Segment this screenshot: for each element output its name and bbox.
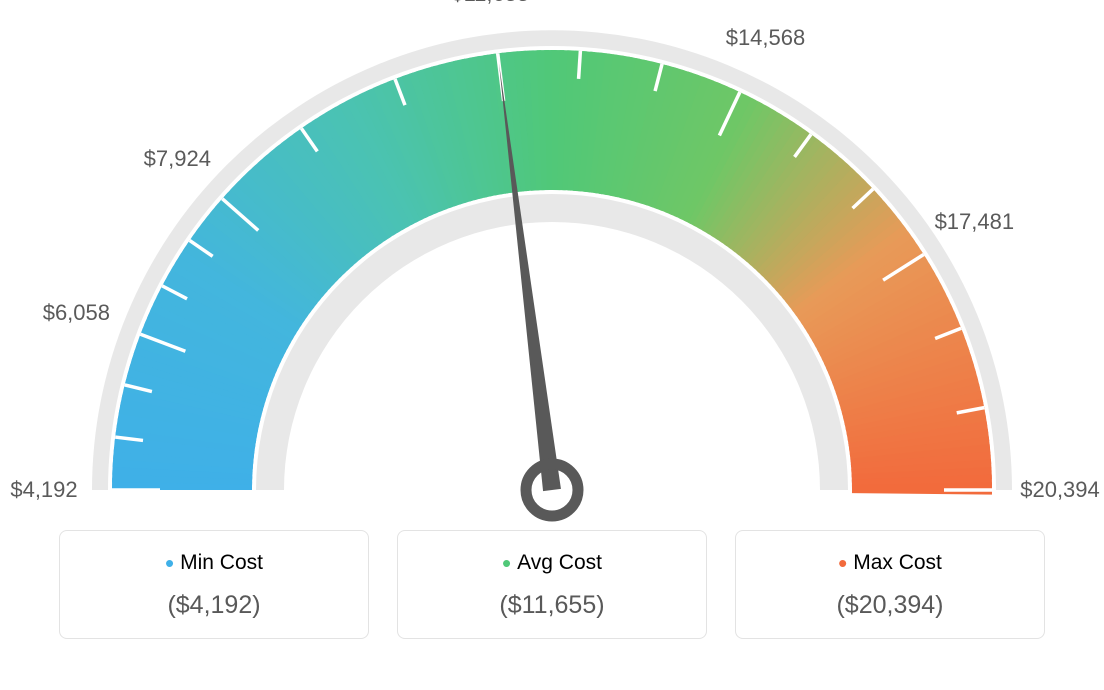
- gauge-tick-label: $11,655: [451, 0, 529, 7]
- legend-title-text: Min Cost: [180, 551, 263, 574]
- dot-icon: •: [165, 548, 174, 578]
- dot-icon: •: [838, 548, 847, 578]
- legend-value-avg: ($11,655): [408, 591, 696, 620]
- legend-title-text: Max Cost: [853, 551, 942, 574]
- gauge-tick-label: $4,192: [10, 477, 77, 503]
- legend-card-max: • Max Cost ($20,394): [735, 530, 1045, 639]
- legend-value-max: ($20,394): [746, 591, 1034, 620]
- legend-title-min: • Min Cost: [70, 551, 358, 575]
- legend-card-min: • Min Cost ($4,192): [59, 530, 369, 639]
- gauge-tick-label: $17,481: [935, 209, 1015, 235]
- cost-gauge: $4,192 $6,058 $7,924 $11,655 $14,568 $17,481 $…: [0, 0, 1104, 530]
- legend-title-avg: • Avg Cost: [408, 551, 696, 575]
- gauge-svg: [0, 0, 1104, 530]
- legend-title-text: Avg Cost: [517, 551, 602, 574]
- legend: • Min Cost ($4,192) • Avg Cost ($11,655) •…: [0, 530, 1104, 639]
- dot-icon: •: [502, 548, 511, 578]
- legend-card-avg: • Avg Cost ($11,655): [397, 530, 707, 639]
- legend-title-max: • Max Cost: [746, 551, 1034, 575]
- gauge-tick-label: $14,568: [726, 25, 806, 51]
- gauge-tick-label: $7,924: [144, 146, 211, 172]
- legend-value-min: ($4,192): [70, 591, 358, 620]
- gauge-tick-label: $20,394: [1020, 477, 1100, 503]
- gauge-tick-label: $6,058: [43, 300, 110, 326]
